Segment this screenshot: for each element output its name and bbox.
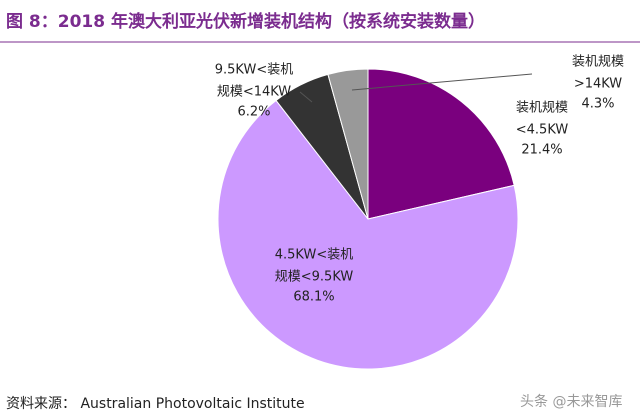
pie-slice — [217, 99, 519, 370]
slice-label: 9.5KW<装机 — [215, 63, 293, 78]
slice-label: >14KW — [574, 77, 622, 92]
slice-label: 装机规模 — [572, 55, 624, 70]
slice-label: 规模<14KW — [217, 85, 291, 100]
watermark: 头条 @未来智库 — [520, 393, 622, 410]
value-label: 21.4% — [521, 143, 562, 158]
pie-slice — [327, 68, 369, 220]
pie-slice — [367, 68, 515, 220]
slice-label: 装机规模 — [516, 101, 568, 116]
source: 资料来源： Australian Photovoltaic Institute — [6, 396, 305, 412]
chart-title: 图 8：2018 年澳大利亚光伏新增装机结构（按系统安装数量） — [6, 11, 485, 32]
slice-label: 4.5KW<装机 — [275, 248, 353, 263]
leader-line — [299, 91, 313, 103]
leader-line — [351, 73, 533, 91]
slice-label: 规模<9.5KW — [275, 270, 354, 285]
value-label: 6.2% — [237, 105, 270, 120]
value-label: 68.1% — [293, 290, 334, 305]
value-label: 4.3% — [581, 97, 614, 112]
slice-label: <4.5KW — [516, 123, 569, 138]
